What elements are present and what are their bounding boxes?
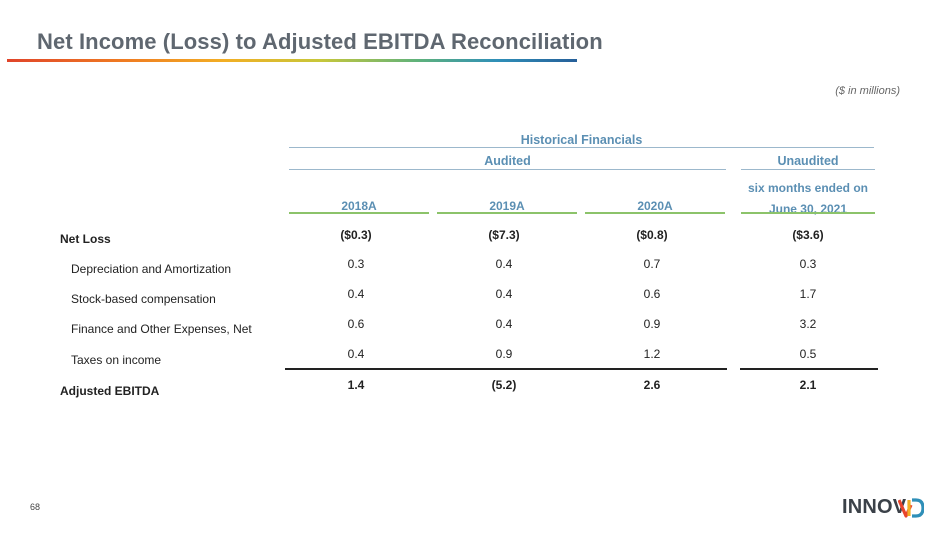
cell-taxes-2019: 0.9 (495, 347, 513, 361)
cell-ebitda-2021h1: 2.1 (799, 378, 817, 392)
cell-finance-expenses-2018: 0.6 (347, 317, 365, 331)
row-label-depreciation: Depreciation and Amortization (71, 262, 232, 276)
year-header-2020: 2020A (637, 199, 673, 213)
year-underline-2020 (585, 212, 725, 214)
unaudited-underline (741, 169, 875, 170)
cell-stock-comp-2021h1: 1.7 (799, 287, 817, 301)
row-label-adjusted-ebitda: Adjusted EBITDA (60, 384, 160, 398)
cell-finance-expenses-2020: 0.9 (643, 317, 661, 331)
page-number: 68 (30, 502, 41, 512)
page-title: Net Income (Loss) to Adjusted EBITDA Rec… (37, 29, 603, 54)
cell-taxes-2018: 0.4 (347, 347, 365, 361)
subtotal-rule-audited (285, 368, 727, 370)
cell-finance-expenses-2019: 0.4 (495, 317, 513, 331)
subtotal-rule-unaudited (740, 368, 878, 370)
cell-stock-comp-2018: 0.4 (347, 287, 365, 301)
cell-ebitda-2018: 1.4 (347, 378, 365, 392)
units-note: ($ in millions) (835, 85, 900, 97)
year-header-2019: 2019A (489, 199, 525, 213)
cell-stock-comp-2020: 0.6 (643, 287, 661, 301)
row-label-stock-comp: Stock-based compensation (71, 292, 216, 306)
audited-underline (289, 169, 726, 170)
title-gradient-rule (7, 59, 577, 62)
cell-taxes-2021h1: 0.5 (799, 347, 817, 361)
cell-depreciation-2018: 0.3 (347, 257, 365, 271)
year-underline-2018 (289, 212, 429, 214)
row-label-taxes: Taxes on income (71, 353, 162, 367)
cell-net-loss-2018: ($0.3) (340, 228, 372, 242)
cell-net-loss-2020: ($0.8) (636, 228, 668, 242)
innovid-logo: INNOV (842, 496, 906, 519)
cell-net-loss-2019: ($7.3) (488, 228, 520, 242)
cell-finance-expenses-2021h1: 3.2 (799, 317, 817, 331)
audited-header: Audited (484, 154, 531, 168)
cell-ebitda-2020: 2.6 (643, 378, 661, 392)
year-header-2018: 2018A (341, 199, 377, 213)
logo-mark-icon (898, 498, 924, 518)
unaudited-header: Unaudited (777, 154, 839, 168)
cell-depreciation-2019: 0.4 (495, 257, 513, 271)
historical-underline (289, 147, 874, 148)
historical-financials-header: Historical Financials (520, 133, 643, 147)
cell-net-loss-2021h1: ($3.6) (792, 228, 824, 242)
logo-text: INNOV (842, 496, 907, 518)
cell-taxes-2020: 1.2 (643, 347, 661, 361)
period-underline (741, 212, 875, 214)
year-underline-2019 (437, 212, 577, 214)
row-label-finance-expenses: Finance and Other Expenses, Net (71, 322, 252, 336)
cell-depreciation-2020: 0.7 (643, 257, 661, 271)
row-label-net-loss: Net Loss (60, 232, 111, 246)
cell-depreciation-2021h1: 0.3 (799, 257, 817, 271)
cell-ebitda-2019: (5.2) (491, 378, 517, 392)
cell-stock-comp-2019: 0.4 (495, 287, 513, 301)
